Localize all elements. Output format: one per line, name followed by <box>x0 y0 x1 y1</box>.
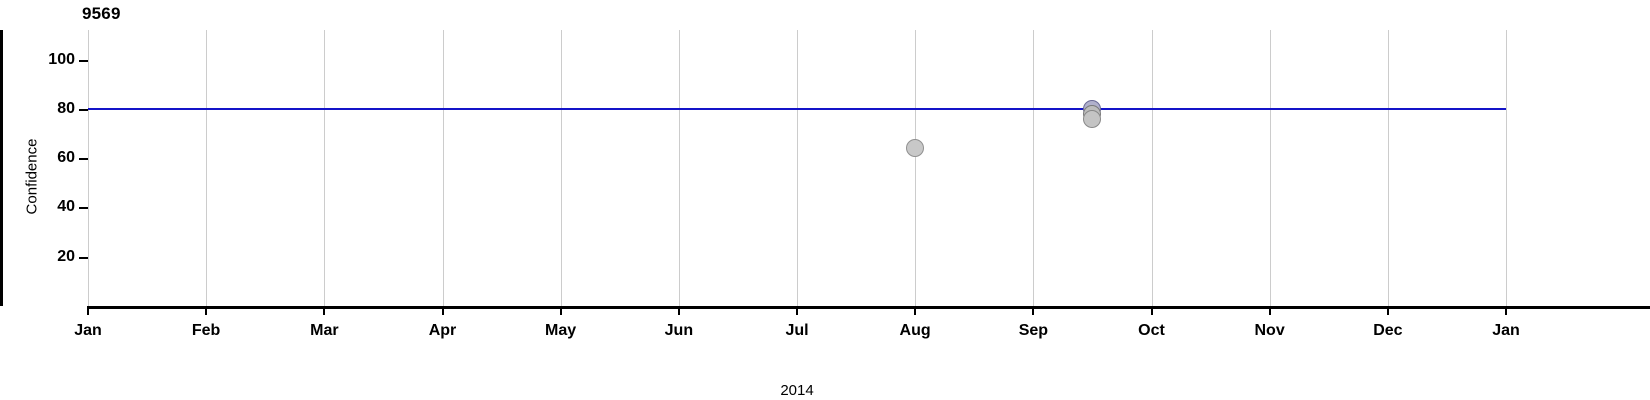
x-tick-mark-7 <box>914 306 917 315</box>
data-point[interactable] <box>906 139 925 158</box>
y-tick-label-100: 100 <box>48 50 75 68</box>
y-tick-label-80: 80 <box>57 99 75 117</box>
x-tick-mark-12 <box>1505 306 1507 315</box>
y-tick-label-60: 60 <box>57 149 75 167</box>
x-axis-label: 2014 <box>780 382 814 399</box>
gridline-jun-5 <box>678 30 680 306</box>
gridline-oct-9 <box>1151 30 1153 306</box>
y-tick-mark-20 <box>79 256 88 259</box>
x-tick-mark-9 <box>1150 306 1153 315</box>
gridline-sep-8 <box>1033 30 1035 306</box>
x-tick-label-mar-2: Mar <box>310 322 339 339</box>
x-tick-mark-8 <box>1032 306 1035 315</box>
x-tick-mark-1 <box>205 306 208 315</box>
gridline-dec-11 <box>1387 30 1389 306</box>
gridline-jan-12 <box>1506 30 1507 306</box>
y-tick-mark-60 <box>79 158 88 161</box>
x-tick-label-apr-3: Apr <box>428 322 457 339</box>
gridline-apr-3 <box>442 30 444 306</box>
gridline-nov-10 <box>1269 30 1271 306</box>
x-tick-label-jan-0: Jan <box>74 322 102 339</box>
y-tick-mark-80 <box>79 108 88 111</box>
gridline-jan-0 <box>88 30 89 306</box>
x-tick-label-aug-7: Aug <box>899 322 931 339</box>
x-tick-label-nov-10: Nov <box>1254 322 1285 339</box>
plot-area: 20 40 60 80 100 Jan Feb Mar Apr May Jun Jul Aug Sep O… <box>48 30 1520 399</box>
data-point[interactable] <box>1083 109 1102 128</box>
gridline-mar-2 <box>324 30 326 306</box>
x-tick-mark-4 <box>559 306 562 315</box>
x-axis-spine <box>88 306 1650 309</box>
x-tick-mark-2 <box>323 306 326 315</box>
y-tick-label-40: 40 <box>57 198 75 216</box>
x-tick-label-oct-9: Oct <box>1138 322 1165 339</box>
y-axis-label: Confidence <box>23 138 41 215</box>
gridline-may-4 <box>560 30 562 306</box>
chart-title: 9569 <box>82 4 121 23</box>
x-tick-mark-5 <box>677 306 680 315</box>
gridline-aug-7 <box>915 30 917 306</box>
x-tick-mark-6 <box>796 306 798 315</box>
gridline-jul-6 <box>797 30 798 306</box>
gridline-feb-1 <box>206 30 208 306</box>
y-tick-mark-40 <box>79 207 88 210</box>
x-tick-label-sep-8: Sep <box>1018 322 1049 339</box>
x-tick-label-jan-12: Jan <box>1492 322 1520 339</box>
y-axis-spine <box>0 30 3 306</box>
x-tick-mark-0 <box>87 306 89 315</box>
x-tick-mark-3 <box>441 306 444 315</box>
y-tick-mark-100 <box>79 59 88 62</box>
x-tick-label-jun-5: Jun <box>664 322 694 339</box>
y-tick-label-20: 20 <box>57 247 75 265</box>
x-tick-label-jul-6: Jul <box>785 322 809 339</box>
x-tick-label-may-4: May <box>545 322 577 339</box>
reference-line-threshold <box>88 107 1506 110</box>
x-tick-label-feb-1: Feb <box>191 322 221 339</box>
x-tick-mark-10 <box>1268 306 1271 315</box>
x-tick-mark-11 <box>1386 306 1389 315</box>
x-tick-label-dec-11: Dec <box>1373 322 1403 339</box>
